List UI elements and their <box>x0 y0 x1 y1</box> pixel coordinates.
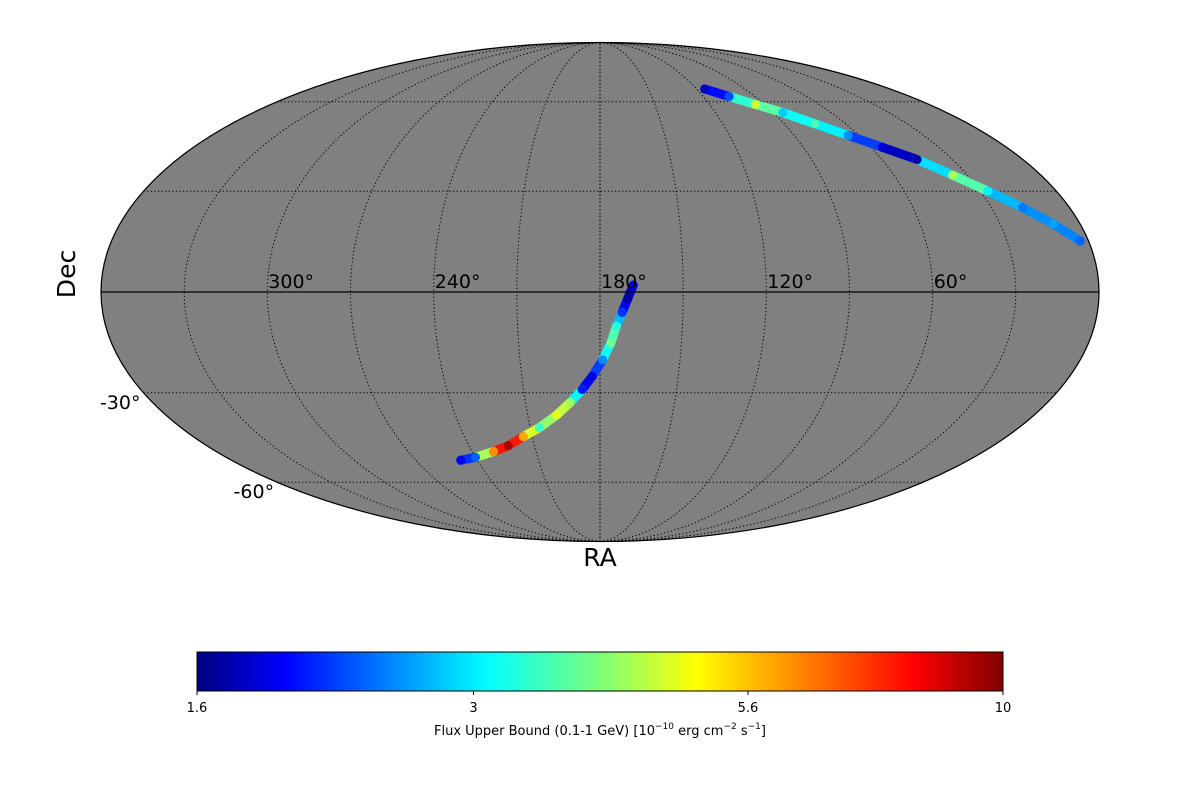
colorbar-tick-label: 1.6 <box>187 701 208 716</box>
flux-segment <box>912 155 958 180</box>
flux-pixel <box>577 385 587 395</box>
flux-segment <box>843 130 887 152</box>
dec-tick-label: -30° <box>100 392 141 414</box>
y-axis-label: Dec <box>52 250 81 298</box>
flux-pixel <box>628 280 638 290</box>
flux-pixel <box>565 397 575 407</box>
dec-tick-label: -60° <box>234 481 275 503</box>
coordinate-labels: 300° 240° 180° 120° 60° -30° -60° <box>100 271 967 503</box>
flux-pixel <box>1018 203 1028 213</box>
ra-tick-label: 180° <box>601 271 647 293</box>
flux-segment <box>778 108 820 129</box>
ra-tick-label: 240° <box>435 271 481 293</box>
ra-tick-label: 300° <box>268 271 314 293</box>
ra-tick-label: 120° <box>767 271 813 293</box>
flux-pixel <box>1049 219 1059 229</box>
flux-pixel <box>983 186 993 196</box>
flux-pixel <box>587 371 597 381</box>
flux-pixel <box>611 321 621 331</box>
flux-segment <box>750 99 788 118</box>
meridian-line <box>183 42 601 542</box>
flux-pixel <box>518 432 528 442</box>
flux-pixel <box>470 452 480 462</box>
flux-pixel <box>623 294 633 304</box>
ra-tick-label: 60° <box>934 271 968 293</box>
sky-map: 300° 240° 180° 120° 60° -30° -60° <box>100 41 1100 543</box>
colorbar-tick-label: 10 <box>995 701 1012 716</box>
flux-segment <box>983 186 1028 213</box>
flux-band-2 <box>700 84 1085 246</box>
flux-pixel <box>948 170 958 180</box>
flux-pixel <box>912 155 922 165</box>
colorbar-gradient <box>197 652 1003 691</box>
flux-pixel <box>750 99 760 109</box>
flux-bands <box>456 84 1085 465</box>
x-axis-label: RA <box>583 543 616 572</box>
flux-pixel <box>598 355 608 365</box>
flux-pixel <box>534 423 544 433</box>
flux-pixel <box>724 92 734 102</box>
meridian-line <box>599 42 1017 542</box>
flux-segment <box>1018 203 1059 229</box>
flux-pixel <box>1075 236 1085 246</box>
flux-band-1 <box>456 280 638 465</box>
colorbar-frame <box>196 651 1004 692</box>
flux-pixel <box>488 447 498 457</box>
flux-segment <box>877 142 922 165</box>
flux-segment <box>724 92 760 109</box>
flux-segment <box>810 119 853 140</box>
colorbar-label: Flux Upper Bound (0.1-1 GeV) [10−10 erg … <box>434 722 766 739</box>
map-border <box>100 41 1100 543</box>
flux-pixel <box>503 441 513 451</box>
flux-segment <box>948 170 993 196</box>
flux-pixel <box>617 308 627 318</box>
flux-pixel <box>843 130 853 140</box>
flux-pixel <box>810 119 820 129</box>
flux-pixel <box>700 84 710 94</box>
flux-pixel <box>877 142 887 152</box>
flux-segment <box>1049 219 1085 246</box>
colorbar-tick-label: 5.6 <box>738 701 759 716</box>
flux-pixel <box>606 338 616 348</box>
flux-pixel <box>778 108 788 118</box>
flux-pixel <box>456 455 466 465</box>
flux-pixel <box>552 410 562 420</box>
colorbar: 1.6 3 5.6 10 Flux Upper Bound (0.1-1 GeV) [… <box>187 651 1012 739</box>
colorbar-ticks: 1.6 3 5.6 10 <box>187 691 1012 716</box>
colorbar-tick-label: 3 <box>469 701 477 716</box>
